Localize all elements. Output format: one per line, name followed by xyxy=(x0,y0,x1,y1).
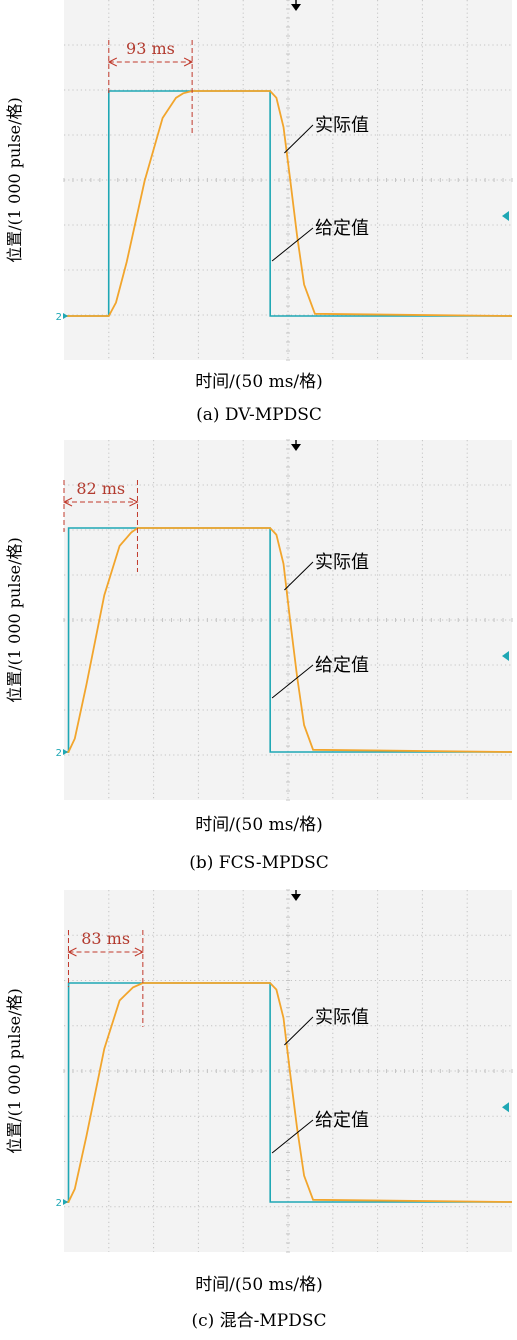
x-axis-label: 时间/(50 ms/格) xyxy=(195,1275,323,1295)
panel-caption: (c) 混合-MPDSC xyxy=(191,1311,326,1331)
panel-b: 2 82 ms 实际值给定值 位置/(1 000 pulse/格) 时间/(50 ms/… xyxy=(0,439,517,880)
measure-arrow-right xyxy=(129,497,139,507)
annotation-given: 给定值 xyxy=(315,1110,369,1131)
level-marker-icon xyxy=(502,211,509,221)
measure-label: 93 ms xyxy=(126,39,175,58)
measure-arrow-left xyxy=(62,497,73,507)
y-axis-label: 位置/(1 000 pulse/格) xyxy=(5,988,24,1154)
annotation-given-leader xyxy=(271,227,314,262)
panel-a: 2 93 ms 实际值给定值 位置/(1 000 pulse/格) 时间/(50 ms/… xyxy=(0,0,517,430)
channel-marker-icon xyxy=(63,1199,68,1205)
panel-caption: (b) FCS-MPDSC xyxy=(189,853,329,873)
measure-label: 82 ms xyxy=(76,479,125,498)
annotation-given: 给定值 xyxy=(315,218,369,239)
measure-label: 83 ms xyxy=(81,929,130,948)
measure-arrow-right xyxy=(183,57,194,67)
trigger-marker-icon xyxy=(291,4,301,11)
y-axis-label: 位置/(1 000 pulse/格) xyxy=(5,97,24,263)
channel-marker-icon xyxy=(63,749,68,755)
annotation-actual: 实际值 xyxy=(315,1007,369,1028)
annotation-actual-leader xyxy=(284,124,314,154)
annotation-given-leader xyxy=(271,1119,314,1154)
annotation-actual: 实际值 xyxy=(315,115,369,136)
y-axis-label: 位置/(1 000 pulse/格) xyxy=(5,537,24,703)
panel-c: 2 83 ms 实际值给定值 位置/(1 000 pulse/格) 时间/(50 ms/… xyxy=(0,889,517,1340)
measure-arrow-right xyxy=(134,947,144,957)
measure-arrow-left xyxy=(107,57,118,67)
x-axis-label: 时间/(50 ms/格) xyxy=(195,815,323,835)
measure-arrow-left xyxy=(67,947,77,957)
series-actual-line xyxy=(64,982,513,1203)
annotation-given-leader xyxy=(271,664,314,699)
level-marker-icon xyxy=(502,1102,509,1113)
x-axis-label: 时间/(50 ms/格) xyxy=(195,372,323,392)
channel-marker-icon xyxy=(63,313,68,319)
channel-marker: 2 xyxy=(56,1198,62,1209)
channel-marker: 2 xyxy=(56,312,62,323)
level-marker-icon xyxy=(502,651,509,661)
trigger-marker-icon xyxy=(291,894,301,901)
series-actual-line xyxy=(64,527,513,753)
annotation-given: 给定值 xyxy=(315,655,369,676)
channel-marker: 2 xyxy=(56,748,62,759)
panel-caption: (a) DV-MPDSC xyxy=(196,405,322,425)
annotation-actual-leader xyxy=(284,1016,314,1046)
annotation-actual-leader xyxy=(284,561,314,591)
annotation-actual: 实际值 xyxy=(315,552,369,573)
trigger-marker-icon xyxy=(291,444,301,451)
